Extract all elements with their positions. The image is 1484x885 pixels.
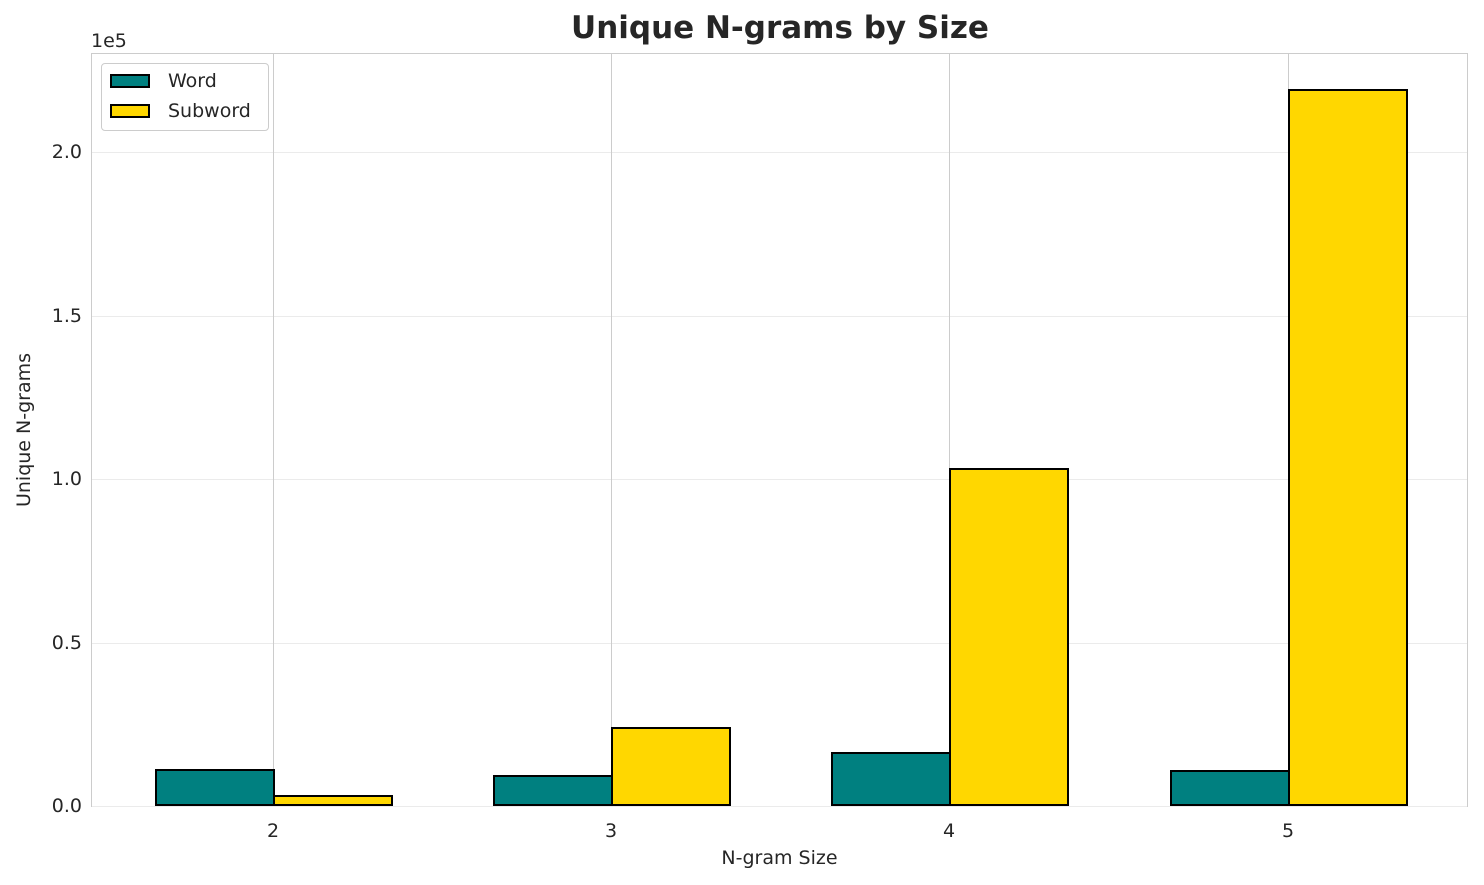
y-tick-label: 1.0 bbox=[51, 468, 82, 491]
y-tick-label: 0.5 bbox=[51, 631, 82, 654]
h-gridline bbox=[92, 642, 1467, 644]
y-tick-label: 2.0 bbox=[51, 141, 82, 164]
bar-subword-2 bbox=[273, 795, 393, 806]
bar-subword-3 bbox=[611, 726, 731, 806]
y-axis-label: Unique N-grams bbox=[13, 352, 35, 508]
x-tick-label: 2 bbox=[266, 820, 280, 842]
y-tick-label: 1.5 bbox=[51, 304, 82, 327]
bar-word-4 bbox=[831, 752, 951, 806]
legend-swatch-word bbox=[110, 74, 150, 88]
legend-item-word: Word bbox=[110, 70, 217, 92]
legend: Word Subword bbox=[101, 63, 269, 131]
bar-word-3 bbox=[493, 775, 613, 806]
y-axis-offset-label: 1e5 bbox=[91, 30, 127, 52]
x-tick-label: 5 bbox=[1281, 820, 1295, 842]
bar-subword-4 bbox=[949, 468, 1069, 806]
x-tick-label: 4 bbox=[942, 820, 956, 842]
legend-swatch-subword bbox=[110, 104, 150, 118]
bar-word-2 bbox=[155, 769, 275, 806]
h-gridline bbox=[92, 806, 1467, 807]
legend-label-subword: Subword bbox=[168, 100, 251, 122]
bar-word-5 bbox=[1170, 770, 1290, 806]
h-gridline bbox=[92, 152, 1467, 154]
x-axis-label: N-gram Size bbox=[721, 847, 838, 869]
h-gridline bbox=[92, 479, 1467, 481]
v-gridline bbox=[273, 54, 274, 806]
h-gridline bbox=[92, 315, 1467, 317]
legend-item-subword: Subword bbox=[110, 100, 251, 122]
legend-label-word: Word bbox=[168, 70, 217, 92]
chart-title: Unique N-grams by Size bbox=[571, 10, 989, 46]
v-gridline bbox=[611, 54, 612, 806]
plot-area bbox=[91, 53, 1468, 807]
bar-subword-5 bbox=[1288, 88, 1408, 806]
x-tick-label: 3 bbox=[604, 820, 618, 842]
v-gridline bbox=[949, 54, 950, 806]
y-tick-label: 0.0 bbox=[51, 795, 82, 817]
